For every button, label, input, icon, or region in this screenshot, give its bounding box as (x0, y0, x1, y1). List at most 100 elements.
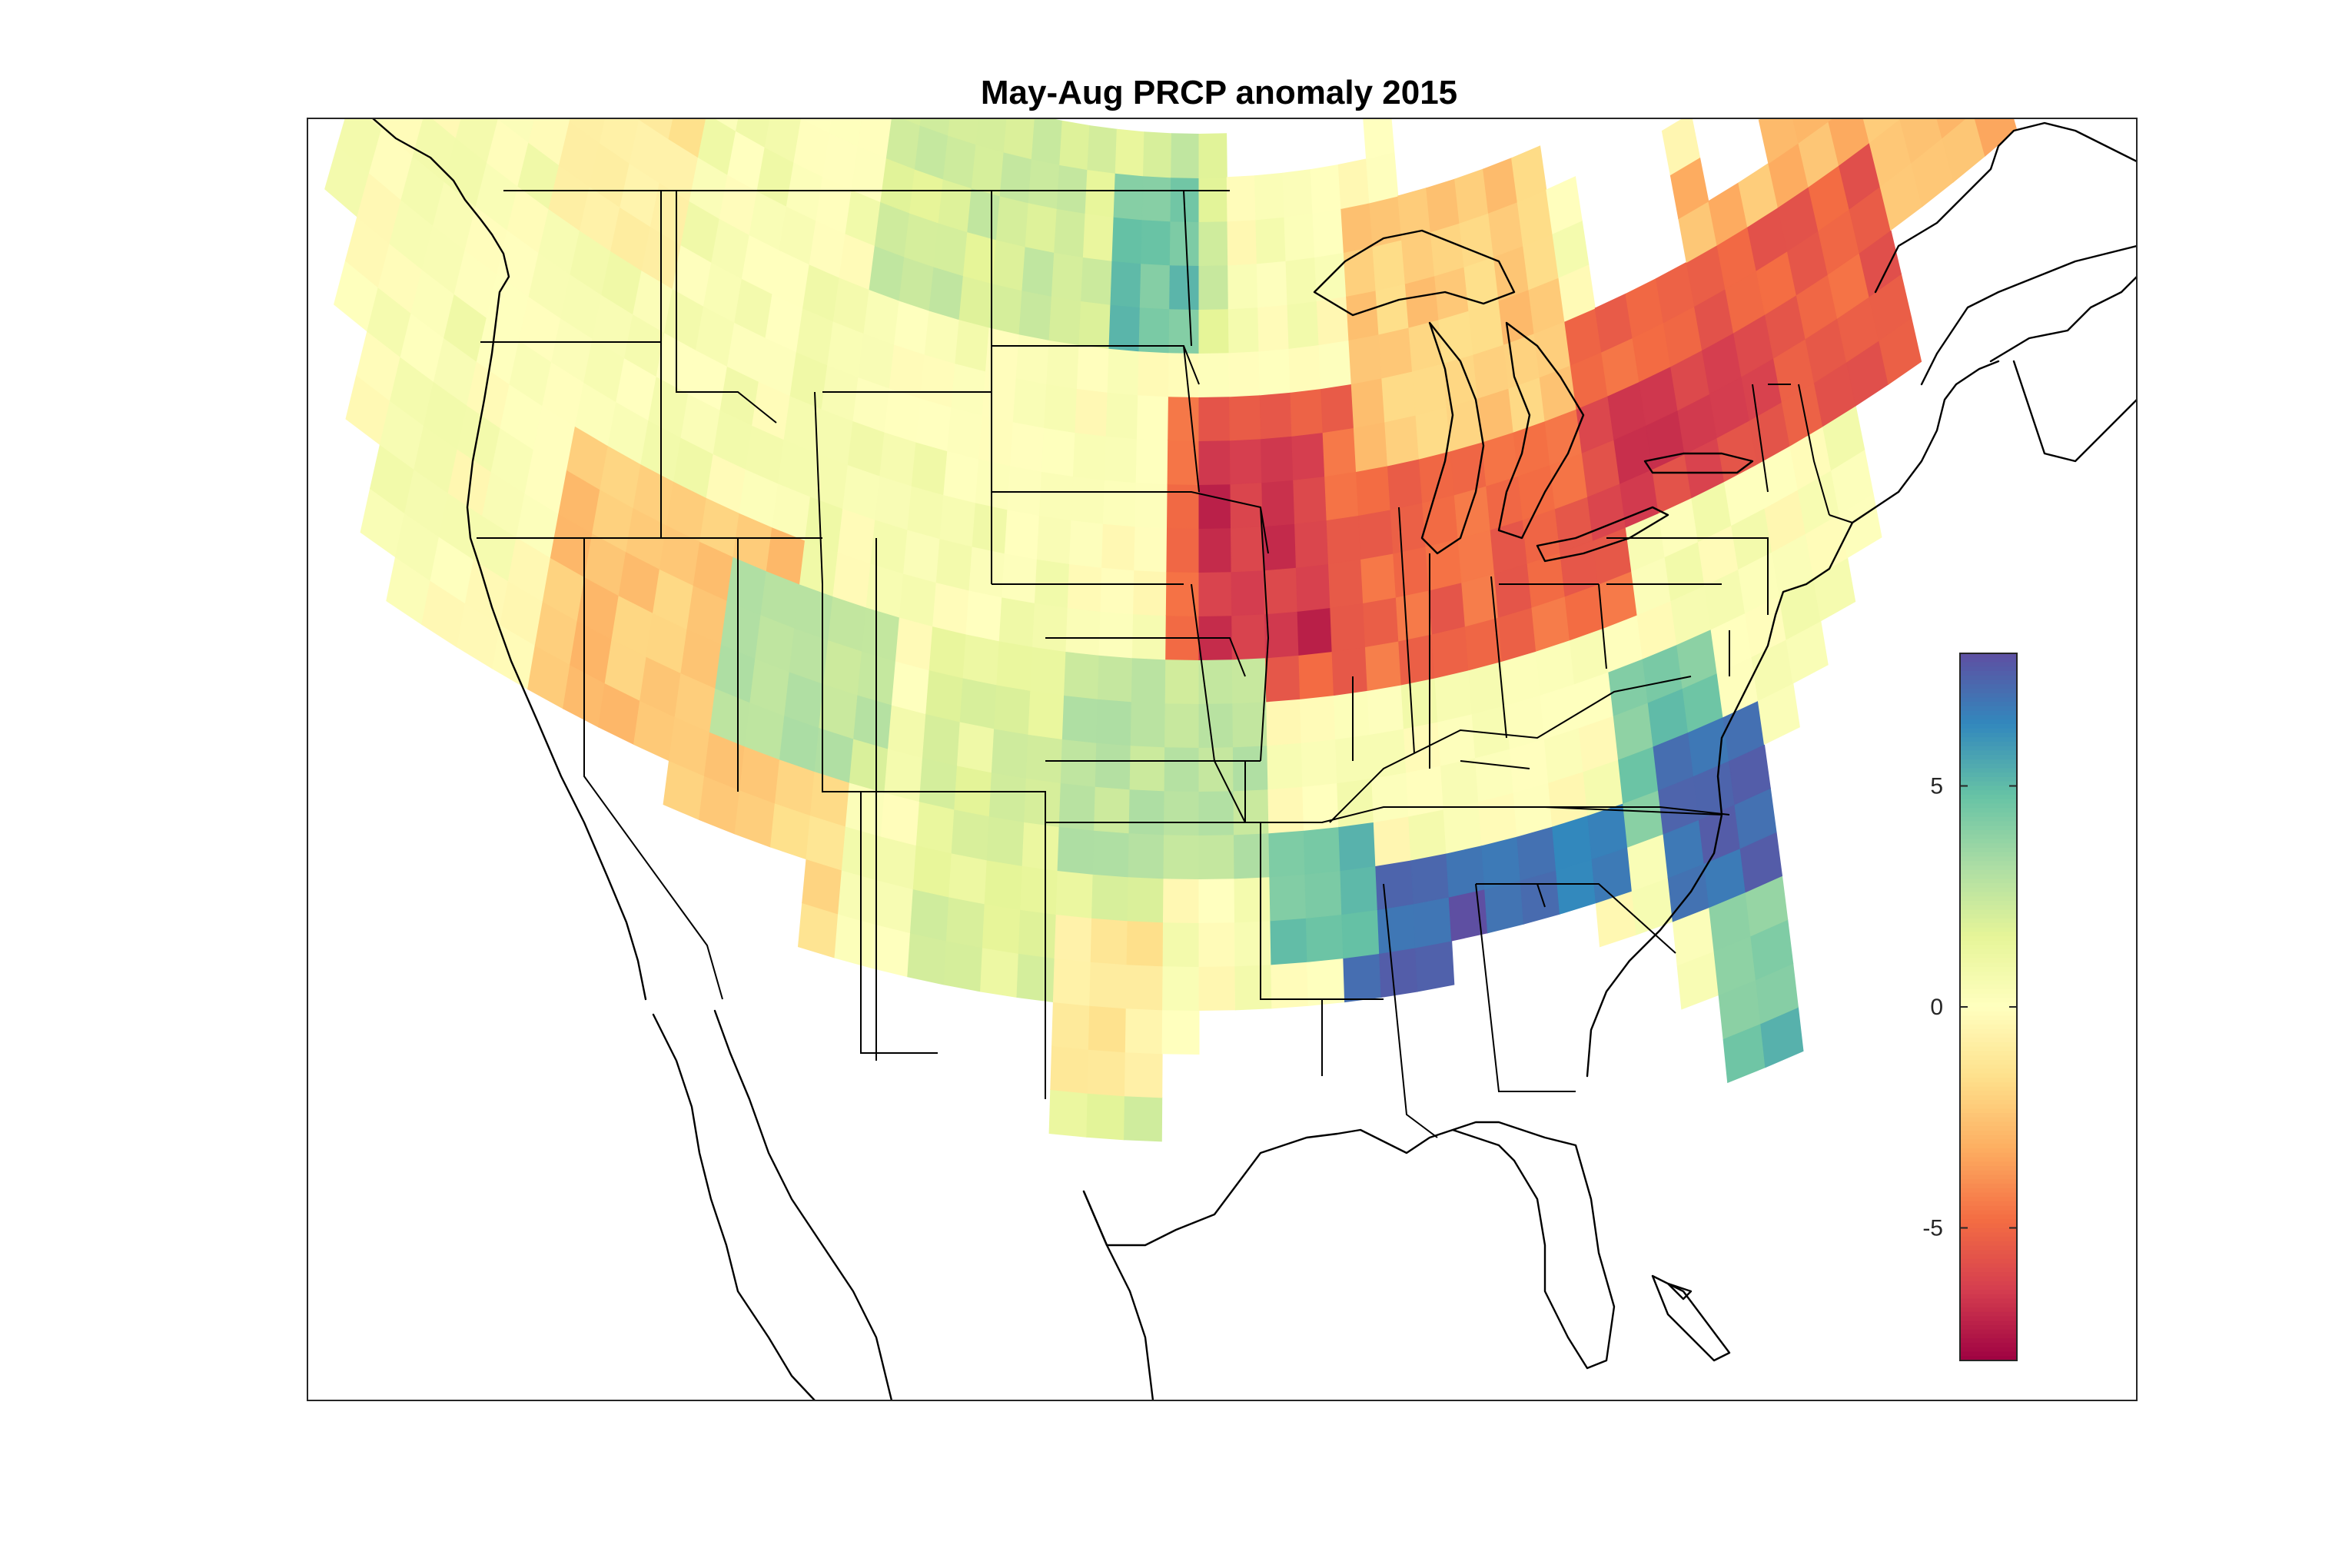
state-boundaries (477, 190, 1853, 1138)
grid-cell (932, 582, 970, 635)
axes-border (307, 118, 2138, 1401)
colorbar-segment (1960, 790, 2017, 796)
coastline-new-england (1851, 360, 2000, 524)
grid-cell (1918, 25, 1961, 95)
colorbar-segment (1960, 856, 2017, 862)
grid-cell (995, 195, 1029, 247)
grid-cell (1198, 352, 1231, 398)
grid-cell (922, 713, 961, 766)
grid-cell (1198, 221, 1229, 267)
colorbar-segment (1960, 1179, 2017, 1184)
grid-cell (959, 677, 998, 729)
colorbar-segment (1960, 985, 2017, 990)
colorbar-segment (1960, 975, 2017, 982)
grid-cell (1318, 339, 1352, 390)
grid-cell (1164, 659, 1200, 705)
grid-cell (1297, 607, 1333, 656)
grid-cell (1101, 523, 1136, 571)
grid-cell (1355, 465, 1391, 516)
grid-cell (1267, 786, 1304, 834)
grid-cell (924, 310, 960, 364)
grid-cell (1403, 721, 1442, 773)
grid-cell (1163, 834, 1200, 880)
grid-cell (1135, 438, 1169, 485)
grid-cell (1343, 952, 1382, 1003)
grid-cell (1229, 394, 1262, 441)
colorbar-segment (1960, 848, 2017, 853)
grid-cell (1406, 765, 1444, 817)
grid-cell (895, 616, 934, 671)
grid-cell (1268, 829, 1306, 878)
grid-cell (982, 370, 1017, 423)
grid-cell (1133, 570, 1168, 616)
grid-cell (1961, 42, 2004, 112)
grid-cell (1036, 514, 1072, 565)
grid-cell (903, 529, 941, 583)
colorbar-segment (1960, 675, 2017, 681)
grid-cell (1353, 421, 1388, 472)
colorbar-segment (1960, 1197, 2017, 1202)
grid-cell (1228, 350, 1261, 397)
colorbar-segment (1960, 1113, 2017, 1118)
grid-cell (1363, 118, 1395, 160)
grid-cell (1164, 746, 1200, 792)
grid-cell (1936, 118, 1967, 139)
colorbar-segment (1960, 1347, 2017, 1353)
grid-cell (1404, 275, 1440, 328)
grid-cell (1454, 168, 1490, 224)
grid-cell (1264, 610, 1300, 659)
colorbar-segment (1960, 1201, 2017, 1207)
grid-cell (1282, 169, 1314, 218)
grid-cell (1401, 231, 1436, 284)
grid-cell (565, 118, 571, 122)
grid-cell (1326, 514, 1362, 565)
grid-cell (1048, 1089, 1088, 1138)
grid-cell (659, 0, 698, 51)
grid-cell (951, 809, 990, 861)
grid-cell (1163, 790, 1200, 836)
grid-cell (1046, 339, 1080, 390)
grid-cell (1087, 125, 1118, 174)
grid-cell (1418, 450, 1455, 503)
grid-cell (1330, 602, 1366, 653)
grid-cell (982, 903, 1022, 954)
grid-cell (1018, 909, 1057, 959)
grid-cell (1134, 482, 1168, 529)
grid-cell (1078, 301, 1111, 349)
colorbar-segment (1960, 852, 2017, 858)
lake-michigan (1420, 321, 1485, 555)
colorbar-segment (1960, 1316, 2017, 1321)
grid-cell (958, 275, 994, 328)
coastline-newfoundland (2012, 360, 2137, 463)
grid-cell (510, 32, 551, 99)
colorbar-segment (1960, 679, 2017, 685)
colorbar-segment (1960, 922, 2017, 929)
grid-cell (1426, 178, 1460, 233)
grid-cell (1428, 582, 1466, 635)
grid-cell (1288, 344, 1322, 393)
colorbar-segment (1960, 1161, 2017, 1167)
grid-cell (1025, 202, 1058, 254)
grid-cell (1312, 208, 1344, 258)
colorbar-segment (1960, 887, 2017, 893)
colorbar-segment (1960, 843, 2017, 849)
grid-cell (1231, 613, 1267, 660)
coastline-labrador (1874, 121, 2137, 294)
colorbar-segment (1960, 874, 2017, 879)
grid-cell (1269, 873, 1307, 922)
grid-cell (1138, 350, 1170, 397)
colorbar-segment (1960, 1007, 2017, 1012)
colorbar-segment (1960, 697, 2017, 703)
grid-cell (880, 792, 920, 846)
colorbar-segment (1960, 936, 2017, 942)
colorbar-segment (1960, 1325, 2017, 1330)
grid-cell (1340, 202, 1374, 254)
colorbar-segment (1960, 1078, 2017, 1083)
grid-cell (1372, 239, 1406, 291)
grid-cell (726, 0, 762, 43)
grid-cell (1265, 654, 1301, 703)
colorbar-segment (1960, 1073, 2017, 1078)
grid-cell (988, 772, 1027, 822)
grid-cell (437, 25, 480, 95)
grid-cell (1393, 546, 1430, 598)
